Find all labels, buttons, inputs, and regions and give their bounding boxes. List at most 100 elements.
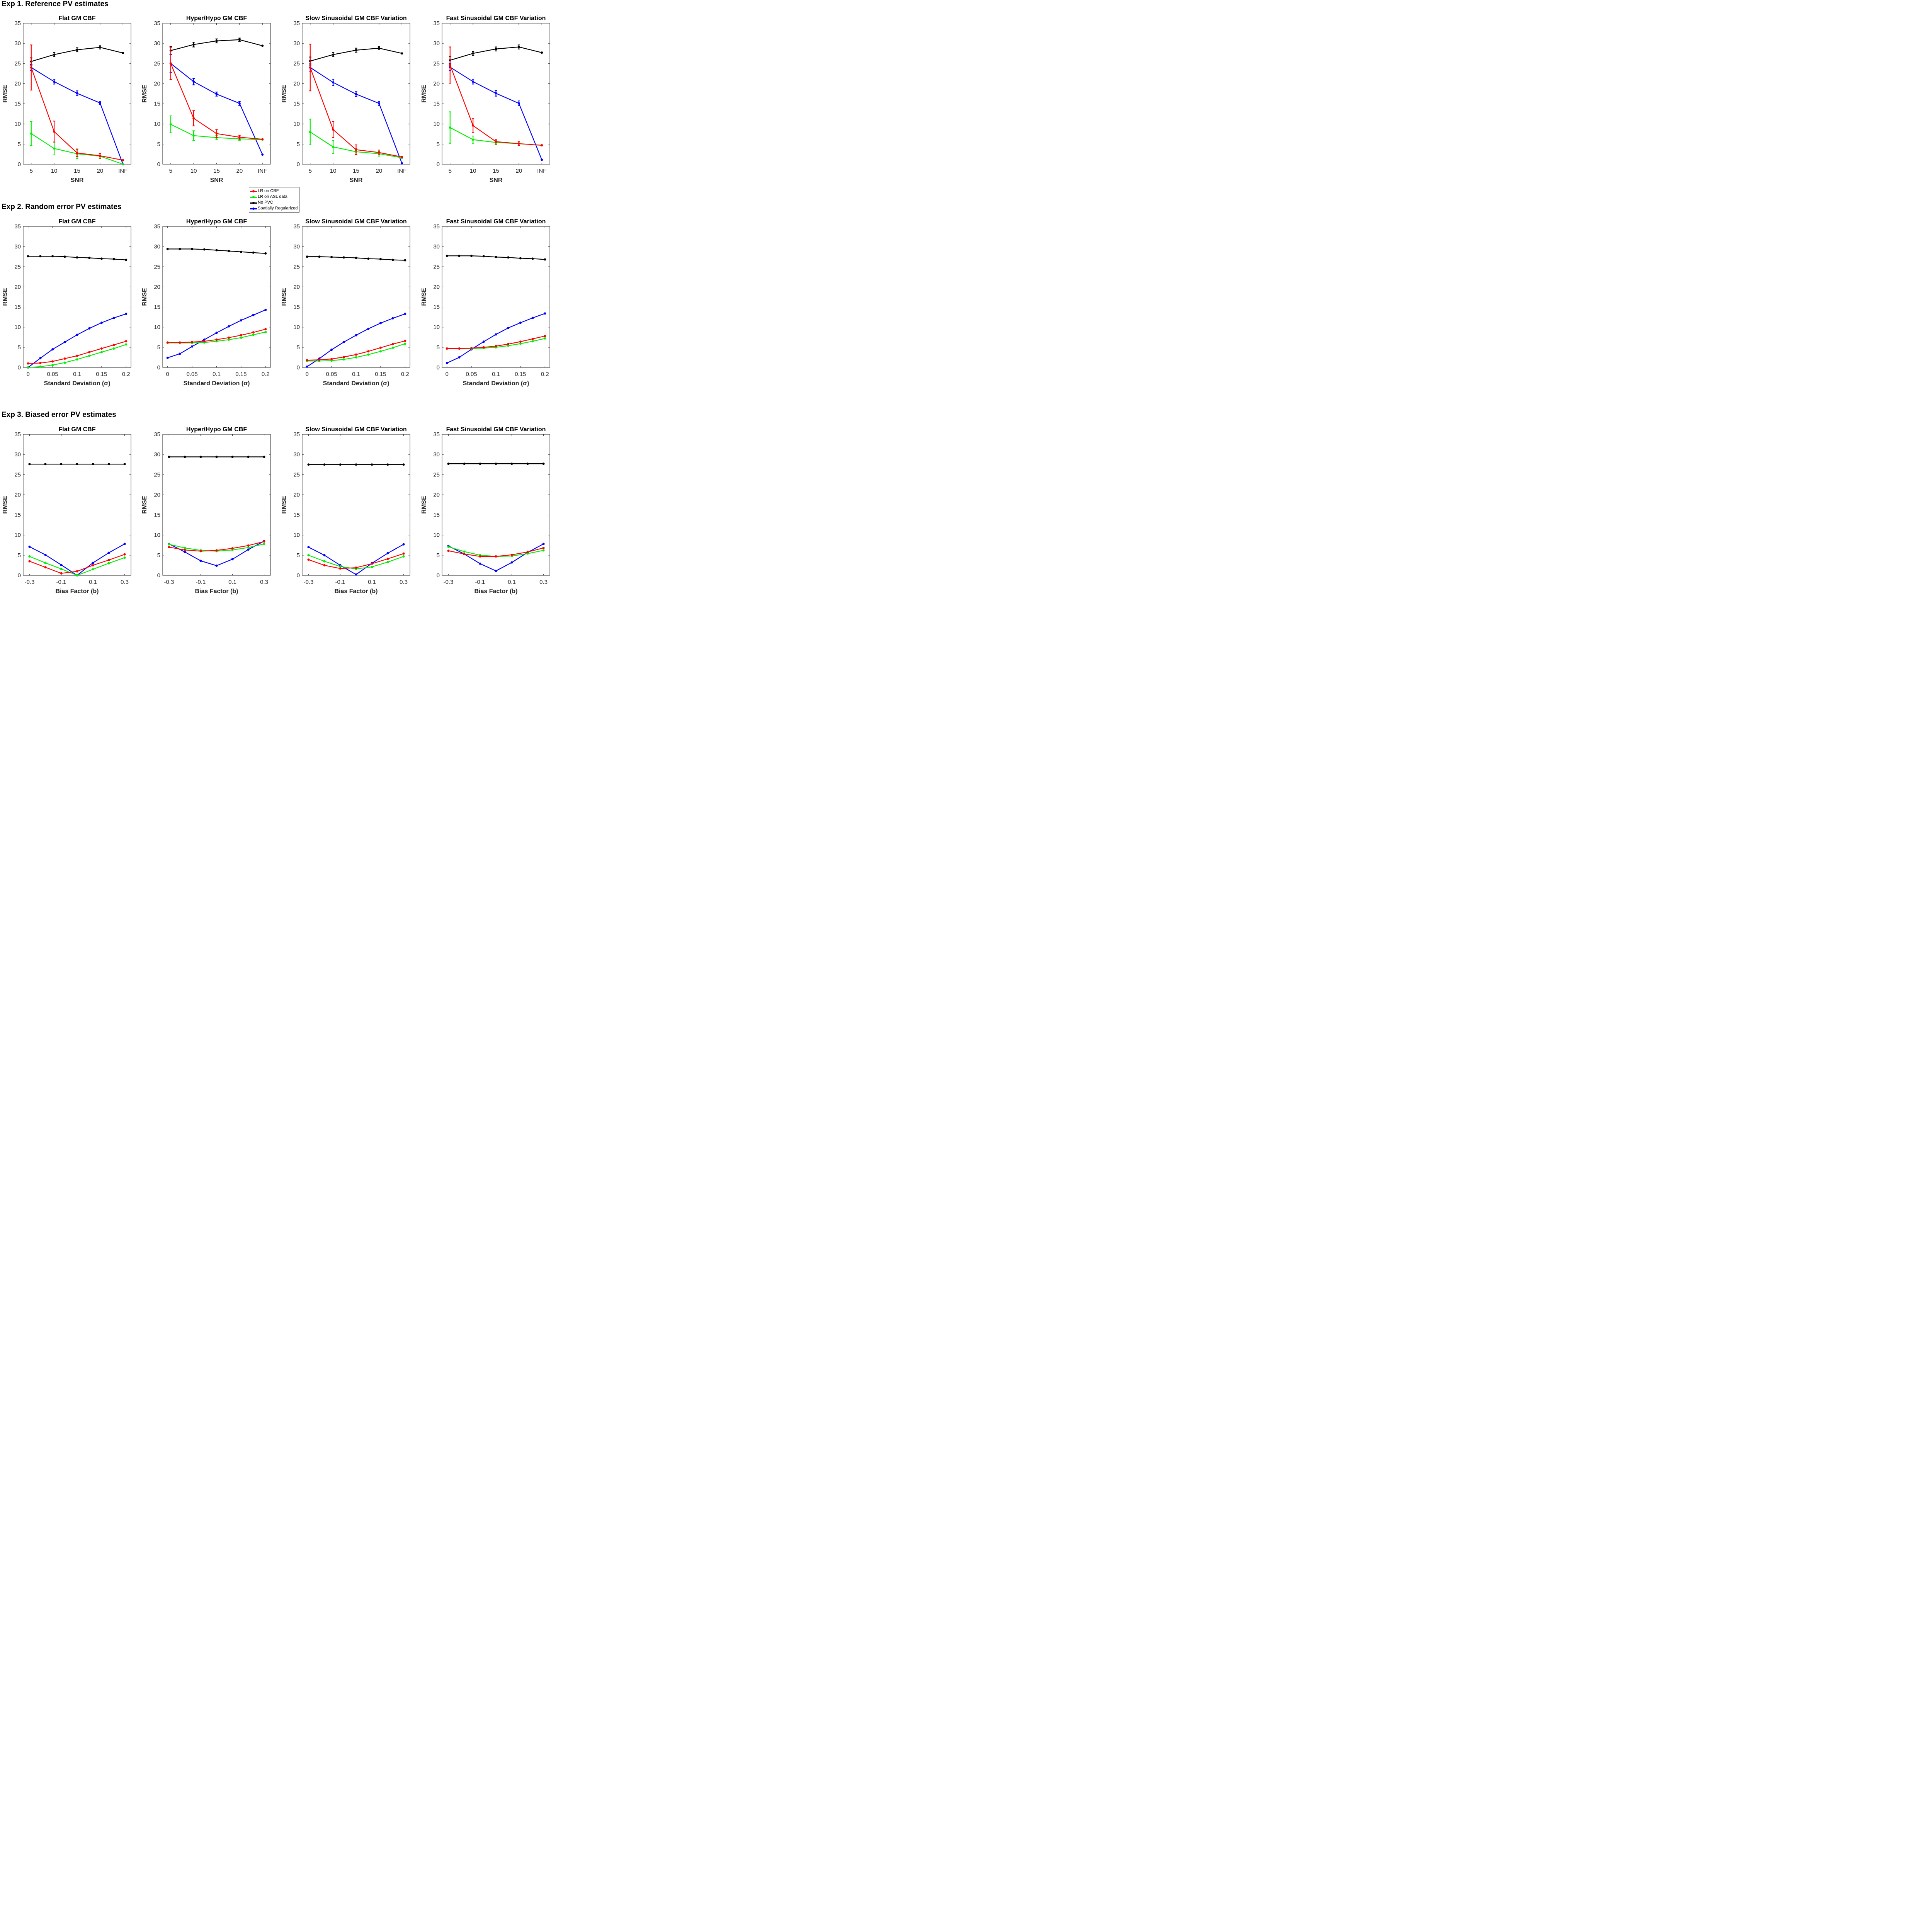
y-tick-label: 0 — [437, 364, 440, 371]
chart-title: Fast Sinusoidal GM CBF Variation — [446, 15, 546, 22]
data-point — [76, 333, 78, 336]
data-point — [63, 357, 66, 360]
x-tick-label: 0.1 — [368, 579, 376, 585]
chart-title: Flat GM CBF — [59, 426, 96, 433]
x-tick-label: INF — [118, 168, 128, 174]
y-tick-label: 5 — [437, 344, 440, 351]
legend-item-no-pvc: No PVC — [250, 200, 298, 206]
data-point — [44, 561, 47, 564]
series-no-pvc — [447, 463, 545, 465]
data-point — [100, 321, 103, 324]
data-point — [510, 561, 513, 564]
legend-swatch-lr-cbf — [250, 189, 257, 193]
data-point — [391, 346, 394, 349]
y-axis-label: RMSE — [421, 288, 427, 306]
series-lr-on-cbf — [306, 340, 406, 362]
series-no-pvc — [307, 463, 405, 466]
y-tick-label: 20 — [14, 80, 21, 87]
x-tick-label: 0.1 — [89, 579, 97, 585]
x-axis-label: Bias Factor (b) — [474, 588, 517, 595]
data-point — [472, 80, 474, 83]
y-tick-label: 30 — [14, 243, 21, 250]
data-point — [378, 102, 380, 105]
data-point — [378, 151, 380, 154]
chart-panel-flat-gm-cbf: Flat GM CBF 0 5 10 15 20 25 30 35 5 10 15 20 INF SNR RM… — [2, 15, 131, 184]
data-point — [404, 259, 406, 262]
data-point — [44, 553, 47, 556]
y-axis-label: RMSE — [141, 85, 148, 103]
data-point — [166, 341, 169, 344]
data-point — [192, 43, 195, 46]
data-point — [264, 252, 267, 255]
data-point — [199, 560, 202, 562]
data-point — [541, 144, 543, 146]
y-tick-label: 10 — [14, 121, 21, 128]
data-point — [401, 156, 403, 158]
x-axis-label: SNR — [350, 177, 363, 184]
data-point — [192, 80, 195, 83]
x-tick-label: 5 — [169, 168, 172, 174]
data-point — [446, 362, 448, 364]
x-tick-label: 0 — [166, 371, 169, 378]
y-tick-label: 10 — [433, 324, 440, 331]
y-tick-label: 25 — [14, 471, 21, 478]
plot-area — [442, 434, 550, 576]
chart-panel-flat-gm-cbf: Flat GM CBF 0 5 10 15 20 25 30 35 0 0.05 0.1 0.15 0.2… — [2, 218, 131, 387]
data-point — [63, 361, 66, 364]
data-point — [332, 53, 335, 56]
data-point — [542, 547, 545, 549]
data-point — [107, 559, 110, 561]
x-tick-label: 0.2 — [401, 371, 409, 378]
data-point — [517, 102, 520, 105]
data-point — [252, 333, 255, 336]
data-point — [367, 327, 370, 330]
x-tick-label: 15 — [353, 168, 359, 174]
data-point — [184, 549, 186, 551]
data-point — [541, 158, 543, 161]
data-point — [88, 354, 91, 357]
data-point — [544, 337, 546, 340]
x-axis-label: Standard Deviation (σ) — [184, 380, 250, 387]
x-tick-label: 20 — [236, 168, 243, 174]
data-point — [495, 333, 497, 336]
data-point — [166, 248, 169, 250]
y-axis-label: RMSE — [281, 496, 287, 514]
y-tick-label: 15 — [293, 304, 300, 311]
section-title-exp3: Exp 3. Biased error PV estimates — [2, 411, 116, 419]
y-tick-label: 25 — [154, 264, 160, 270]
x-tick-label: -0.3 — [303, 579, 313, 585]
y-tick-label: 10 — [154, 532, 160, 539]
data-point — [495, 256, 497, 259]
y-tick-label: 30 — [433, 451, 440, 458]
data-point — [507, 327, 510, 329]
series-lr-on-asl-data — [28, 555, 126, 577]
data-point — [402, 552, 405, 555]
data-point — [479, 555, 481, 558]
y-axis-label: RMSE — [421, 85, 427, 103]
data-point — [125, 343, 128, 346]
data-point — [447, 463, 450, 465]
data-point — [263, 540, 265, 543]
x-axis-label: SNR — [210, 177, 223, 184]
data-point — [495, 140, 497, 143]
data-point — [247, 546, 250, 549]
data-point — [39, 365, 42, 368]
series-lr-on-cbf — [446, 335, 546, 350]
data-point — [342, 355, 345, 358]
data-point — [463, 463, 466, 465]
x-tick-label: -0.1 — [475, 579, 485, 585]
y-axis-label: RMSE — [2, 288, 9, 306]
data-point — [76, 354, 78, 357]
data-point — [510, 463, 513, 465]
y-axis-label: RMSE — [2, 85, 9, 103]
y-tick-label: 5 — [157, 344, 160, 351]
y-tick-label: 10 — [433, 121, 440, 128]
y-tick-label: 25 — [433, 60, 440, 67]
data-point — [228, 325, 230, 328]
x-tick-label: 0.1 — [352, 371, 360, 378]
data-point — [355, 353, 357, 356]
y-tick-label: 15 — [14, 512, 21, 519]
x-tick-label: -0.1 — [196, 579, 206, 585]
x-tick-label: 0.05 — [186, 371, 197, 378]
y-tick-label: 15 — [14, 304, 21, 311]
